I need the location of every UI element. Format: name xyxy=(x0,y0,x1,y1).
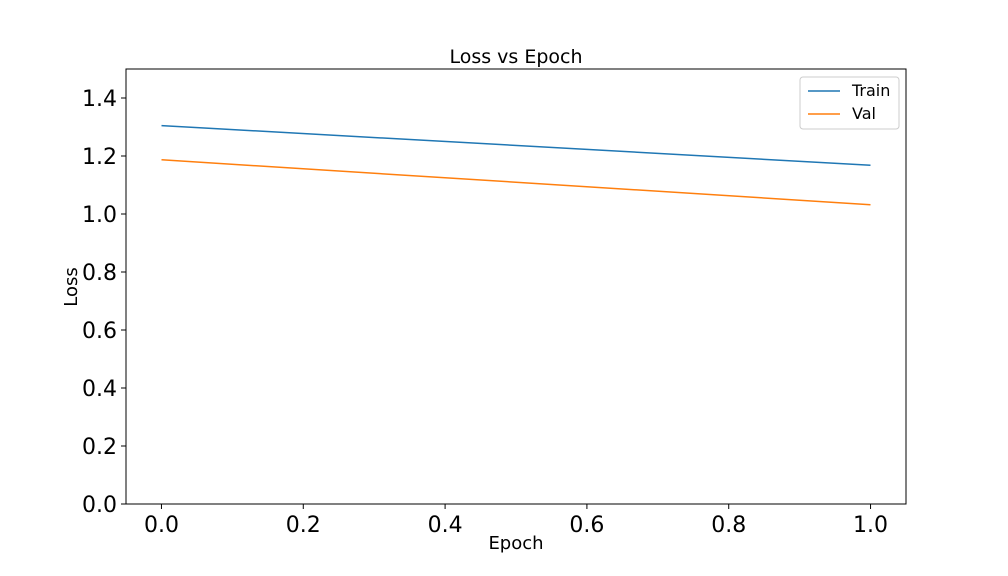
x-tick-label: 0.0 xyxy=(144,513,179,538)
x-tick-label: 0.4 xyxy=(428,513,463,538)
series-line-train xyxy=(161,124,871,167)
legend: Train Val xyxy=(799,76,900,130)
plot-area xyxy=(161,124,871,206)
y-axis-label: Loss xyxy=(61,267,82,306)
y-tick-label: 0.2 xyxy=(82,435,117,460)
chart-title: Loss vs Epoch xyxy=(449,46,582,68)
series-line-val xyxy=(161,159,871,206)
y-tick-label: 0.0 xyxy=(82,493,117,518)
y-tick-label: 1.2 xyxy=(82,145,117,170)
y-axis: 0.0 0.2 0.4 0.6 0.8 1.0 1.2 1.4 xyxy=(82,87,126,518)
plot-frame xyxy=(125,68,907,505)
x-tick-label: 0.6 xyxy=(569,513,604,538)
y-tick-label: 1.0 xyxy=(82,203,117,228)
y-tick-label: 1.4 xyxy=(82,87,117,112)
x-tick-label: 1.0 xyxy=(853,513,888,538)
x-tick-label: 0.2 xyxy=(286,513,321,538)
x-axis-label: Epoch xyxy=(488,533,543,554)
legend-box xyxy=(799,76,900,130)
y-tick-label: 0.4 xyxy=(82,377,117,402)
y-tick-label: 0.6 xyxy=(82,319,117,344)
y-tick-label: 0.8 xyxy=(82,261,117,286)
x-tick-label: 0.8 xyxy=(711,513,746,538)
legend-label-train: Train xyxy=(851,81,890,100)
legend-label-val: Val xyxy=(852,104,876,123)
x-axis: 0.0 0.2 0.4 0.6 0.8 1.0 xyxy=(144,504,888,538)
